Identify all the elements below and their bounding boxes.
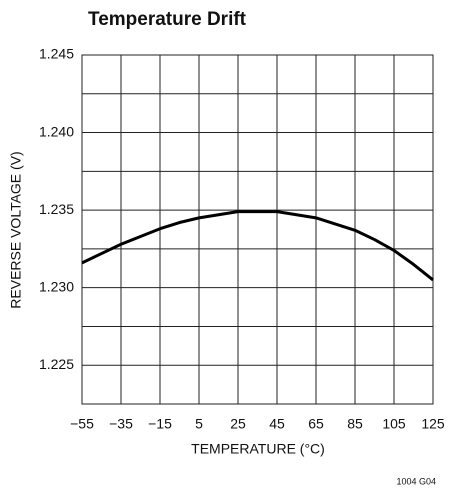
- data-line: [81, 210, 434, 282]
- x-tick-label: 5: [195, 416, 203, 432]
- x-tick-label: 105: [382, 416, 406, 432]
- x-tick-label: −55: [70, 416, 94, 432]
- x-tick-label: 85: [347, 416, 363, 432]
- chart-title: Temperature Drift: [88, 9, 247, 30]
- x-tick-label: 125: [421, 416, 445, 432]
- y-tick-label: 1.245: [39, 46, 74, 62]
- y-axis-label: REVERSE VOLTAGE (V): [8, 151, 24, 308]
- x-tick-label: 25: [230, 416, 246, 432]
- figure-note: 1004 G04: [396, 476, 436, 486]
- y-tick-label: 1.240: [39, 123, 74, 139]
- x-tick-label: −35: [109, 416, 133, 432]
- plot-frame: [81, 54, 434, 405]
- x-axis-label: TEMPERATURE (°C): [191, 441, 325, 457]
- x-tick-label: 65: [308, 416, 324, 432]
- y-tick-label: 1.225: [39, 356, 74, 372]
- y-tick-label: 1.235: [39, 201, 74, 217]
- x-tick-label: 45: [269, 416, 285, 432]
- y-tick-label: 1.230: [39, 278, 74, 294]
- x-tick-label: −15: [148, 416, 172, 432]
